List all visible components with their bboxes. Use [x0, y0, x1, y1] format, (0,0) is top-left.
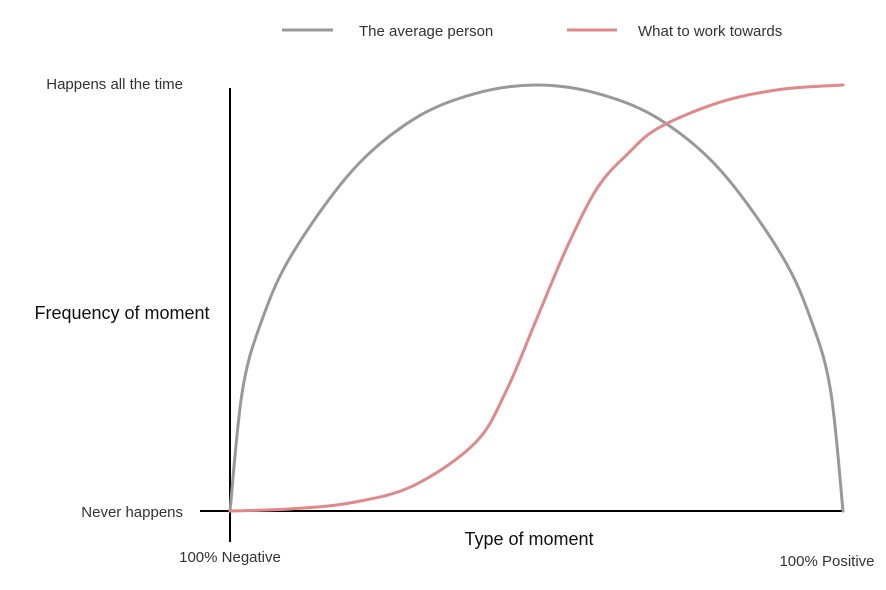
y-axis-title: Frequency of moment: [34, 303, 209, 323]
series-line-1: [228, 83, 845, 513]
series-layer: [228, 83, 845, 513]
series-line-0: [228, 83, 845, 513]
legend-label-average-person: The average person: [359, 23, 493, 40]
legend-label-work-towards: What to work towards: [638, 23, 782, 40]
x-axis-title: Type of moment: [464, 529, 593, 549]
y-tick-label-top: Happens all the time: [46, 76, 183, 93]
x-tick-label-left: 100% Negative: [179, 549, 281, 566]
y-tick-label-bottom: Never happens: [81, 504, 183, 521]
legend: The average person What to work towards: [282, 23, 782, 40]
y-axis: Happens all the time Never happens Frequ…: [34, 76, 231, 542]
x-tick-label-right: 100% Positive: [779, 553, 874, 570]
x-axis: 100% Negative 100% Positive Type of mome…: [179, 510, 875, 570]
